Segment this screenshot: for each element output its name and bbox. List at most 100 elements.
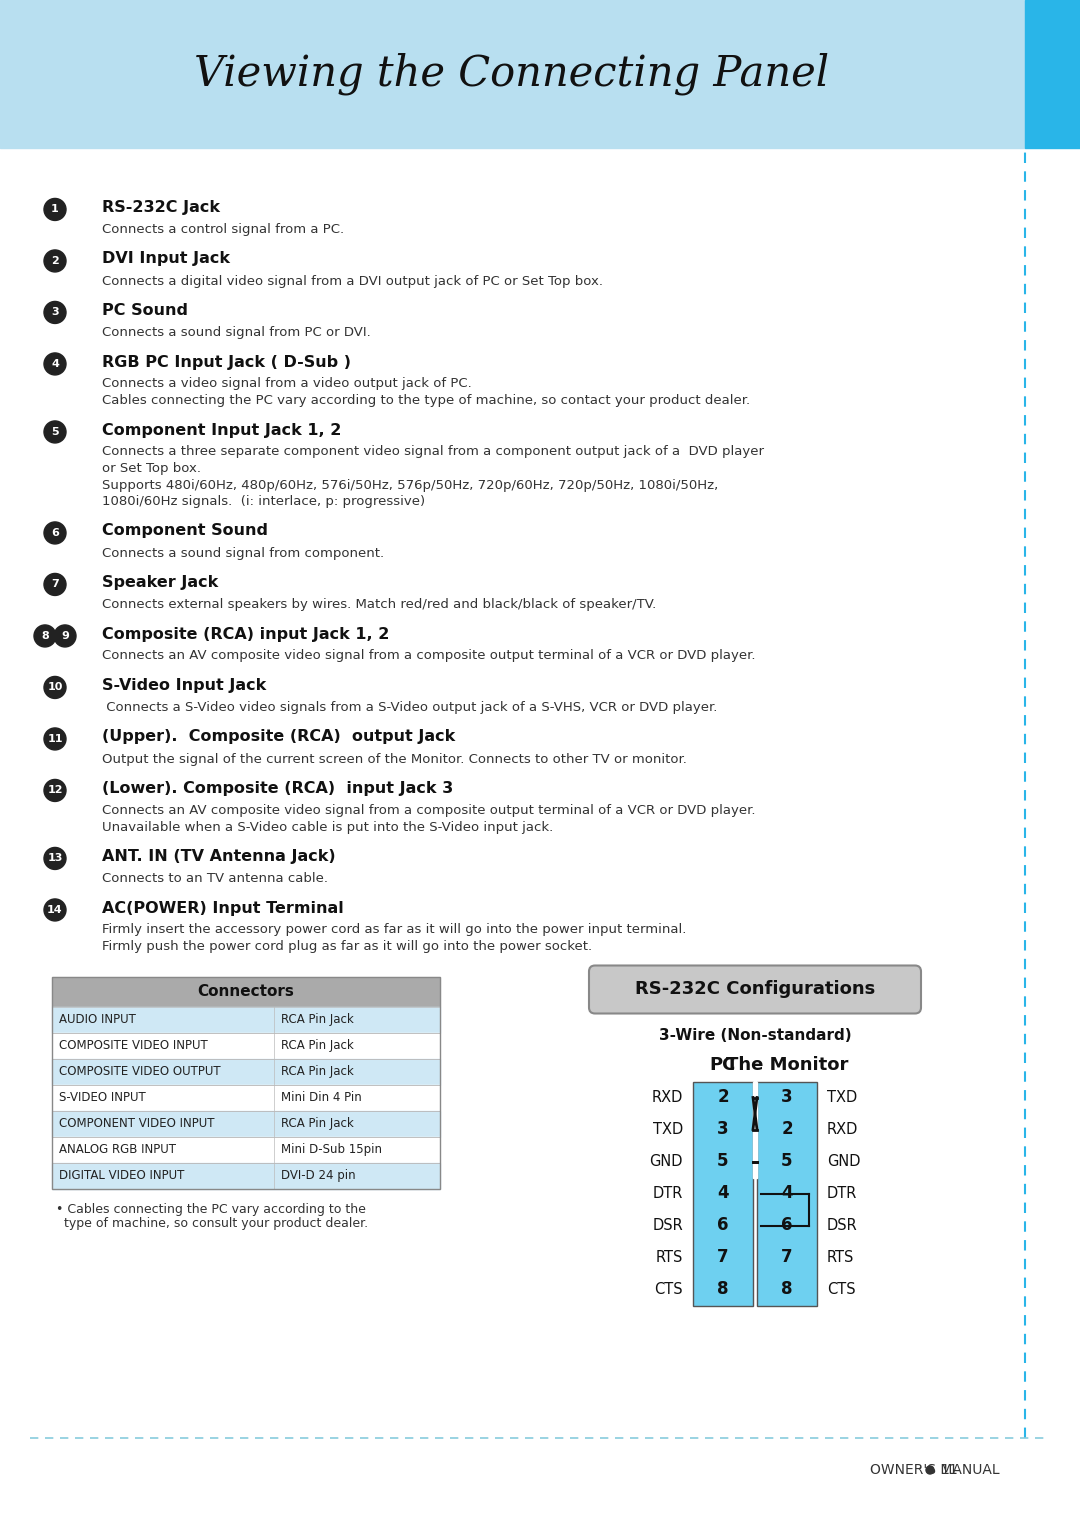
Text: S-VIDEO INPUT: S-VIDEO INPUT [59,1091,146,1103]
Text: 11: 11 [48,734,63,745]
Text: Connects a digital video signal from a DVI output jack of PC or Set Top box.: Connects a digital video signal from a D… [102,275,603,287]
Bar [52,1007,440,1033]
Text: Connects a S-Video video signals from a S-Video output jack of a S-VHS, VCR or D: Connects a S-Video video signals from a … [102,700,717,714]
Text: RCA Pin Jack: RCA Pin Jack [281,1065,354,1077]
Text: 4: 4 [717,1184,729,1202]
Text: OWNER'S MANUAL: OWNER'S MANUAL [870,1463,1000,1477]
Text: DTR: DTR [652,1186,683,1201]
Text: 7: 7 [51,580,59,589]
Circle shape [44,250,66,272]
Text: Supports 480i/60Hz, 480p/60Hz, 576i/50Hz, 576p/50Hz, 720p/60Hz, 720p/50Hz, 1080i: Supports 480i/60Hz, 480p/60Hz, 576i/50Hz… [102,479,718,491]
Text: Connects external speakers by wires. Match red/red and black/black of speaker/TV: Connects external speakers by wires. Mat… [102,598,657,610]
Text: TXD: TXD [652,1122,683,1137]
Text: Connects a sound signal from component.: Connects a sound signal from component. [102,546,384,560]
Text: Connects a video signal from a video output jack of PC.: Connects a video signal from a video out… [102,377,472,391]
Text: Connectors: Connectors [198,984,295,1000]
Text: CTS: CTS [654,1282,683,1297]
Text: Connects to an TV antenna cable.: Connects to an TV antenna cable. [102,871,328,885]
Text: (Lower). Composite (RCA)  input Jack 3: (Lower). Composite (RCA) input Jack 3 [102,781,454,797]
Bar [0,0,1025,148]
Text: COMPONENT VIDEO INPUT: COMPONENT VIDEO INPUT [59,1117,215,1129]
Text: 1: 1 [51,204,59,215]
Text: Connects a control signal from a PC.: Connects a control signal from a PC. [102,223,345,237]
Circle shape [44,302,66,324]
Text: S-Video Input Jack: S-Video Input Jack [102,678,267,693]
Text: 8: 8 [41,630,49,641]
Bar [52,1137,440,1163]
Bar [757,1082,816,1306]
Text: Connects a three separate component video signal from a component output jack of: Connects a three separate component vide… [102,446,764,458]
Text: Output the signal of the current screen of the Monitor. Connects to other TV or : Output the signal of the current screen … [102,752,687,766]
Bar [52,1007,440,1033]
Text: 2: 2 [51,256,59,266]
Text: (Upper).  Composite (RCA)  output Jack: (Upper). Composite (RCA) output Jack [102,729,456,745]
Text: 6: 6 [781,1216,793,1235]
Text: type of machine, so consult your product dealer.: type of machine, so consult your product… [56,1218,368,1230]
Circle shape [44,353,66,375]
Bar [52,1033,440,1059]
Text: 6: 6 [717,1216,729,1235]
Text: RTS: RTS [656,1250,683,1265]
Bar [52,1033,440,1059]
Text: AC(POWER) Input Terminal: AC(POWER) Input Terminal [102,900,343,916]
Text: COMPOSITE VIDEO OUTPUT: COMPOSITE VIDEO OUTPUT [59,1065,220,1077]
Bar [52,1059,440,1085]
Text: RCA Pin Jack: RCA Pin Jack [281,1117,354,1129]
Bar [52,1163,440,1189]
Bar [1025,0,1080,148]
Circle shape [44,780,66,801]
Circle shape [44,522,66,543]
Text: TXD: TXD [827,1090,858,1105]
Text: RS-232C Jack: RS-232C Jack [102,200,220,215]
Circle shape [54,626,76,647]
Text: Firmly insert the accessory power cord as far as it will go into the power input: Firmly insert the accessory power cord a… [102,923,687,937]
Text: DSR: DSR [827,1218,858,1233]
Text: Component Input Jack 1, 2: Component Input Jack 1, 2 [102,423,341,438]
Text: DSR: DSR [652,1218,683,1233]
Text: CTS: CTS [827,1282,855,1297]
Text: 2: 2 [781,1120,793,1138]
Text: Firmly push the power cord plug as far as it will go into the power socket.: Firmly push the power cord plug as far a… [102,940,592,954]
Bar [52,1085,440,1111]
Bar [52,977,440,1189]
Circle shape [44,847,66,870]
Text: AUDIO INPUT: AUDIO INPUT [59,1013,136,1025]
Text: Unavailable when a S-Video cable is put into the S-Video input jack.: Unavailable when a S-Video cable is put … [102,821,553,833]
Bar [52,1085,440,1111]
Text: DTR: DTR [827,1186,858,1201]
Text: GND: GND [649,1154,683,1169]
Text: 1080i/60Hz signals.  (i: interlace, p: progressive): 1080i/60Hz signals. (i: interlace, p: pr… [102,494,426,508]
Circle shape [44,728,66,749]
Bar [52,1163,440,1189]
Text: DIGITAL VIDEO INPUT: DIGITAL VIDEO INPUT [59,1169,185,1183]
Text: or Set Top box.: or Set Top box. [102,462,201,475]
Bar [693,1082,753,1306]
Text: 4: 4 [781,1184,793,1202]
Text: 12: 12 [48,786,63,795]
Bar [52,1111,440,1137]
Text: Mini D-Sub 15pin: Mini D-Sub 15pin [281,1143,382,1157]
Bar [753,1082,757,1178]
Text: Component Sound: Component Sound [102,523,268,539]
Text: 5: 5 [51,427,58,436]
Text: Connects an AV composite video signal from a composite output terminal of a VCR : Connects an AV composite video signal fr… [102,650,756,662]
Text: Viewing the Connecting Panel: Viewing the Connecting Panel [194,53,829,95]
Text: Connects an AV composite video signal from a composite output terminal of a VCR : Connects an AV composite video signal fr… [102,804,756,816]
Text: 9: 9 [62,630,69,641]
Circle shape [44,676,66,699]
Text: 8: 8 [717,1280,729,1299]
Text: 3: 3 [781,1088,793,1106]
Text: Composite (RCA) input Jack 1, 2: Composite (RCA) input Jack 1, 2 [102,627,390,641]
Text: 3: 3 [51,307,58,317]
Text: • Cables connecting the PC vary according to the: • Cables connecting the PC vary accordin… [56,1202,366,1216]
Text: ANALOG RGB INPUT: ANALOG RGB INPUT [59,1143,176,1157]
Text: 3: 3 [717,1120,729,1138]
Circle shape [33,626,56,647]
Circle shape [44,421,66,443]
Bar [52,1059,440,1085]
Text: Speaker Jack: Speaker Jack [102,575,218,591]
Text: Connects a sound signal from PC or DVI.: Connects a sound signal from PC or DVI. [102,327,370,339]
Text: The Monitor: The Monitor [726,1056,848,1074]
Text: 7: 7 [781,1248,793,1267]
Circle shape [926,1466,934,1474]
